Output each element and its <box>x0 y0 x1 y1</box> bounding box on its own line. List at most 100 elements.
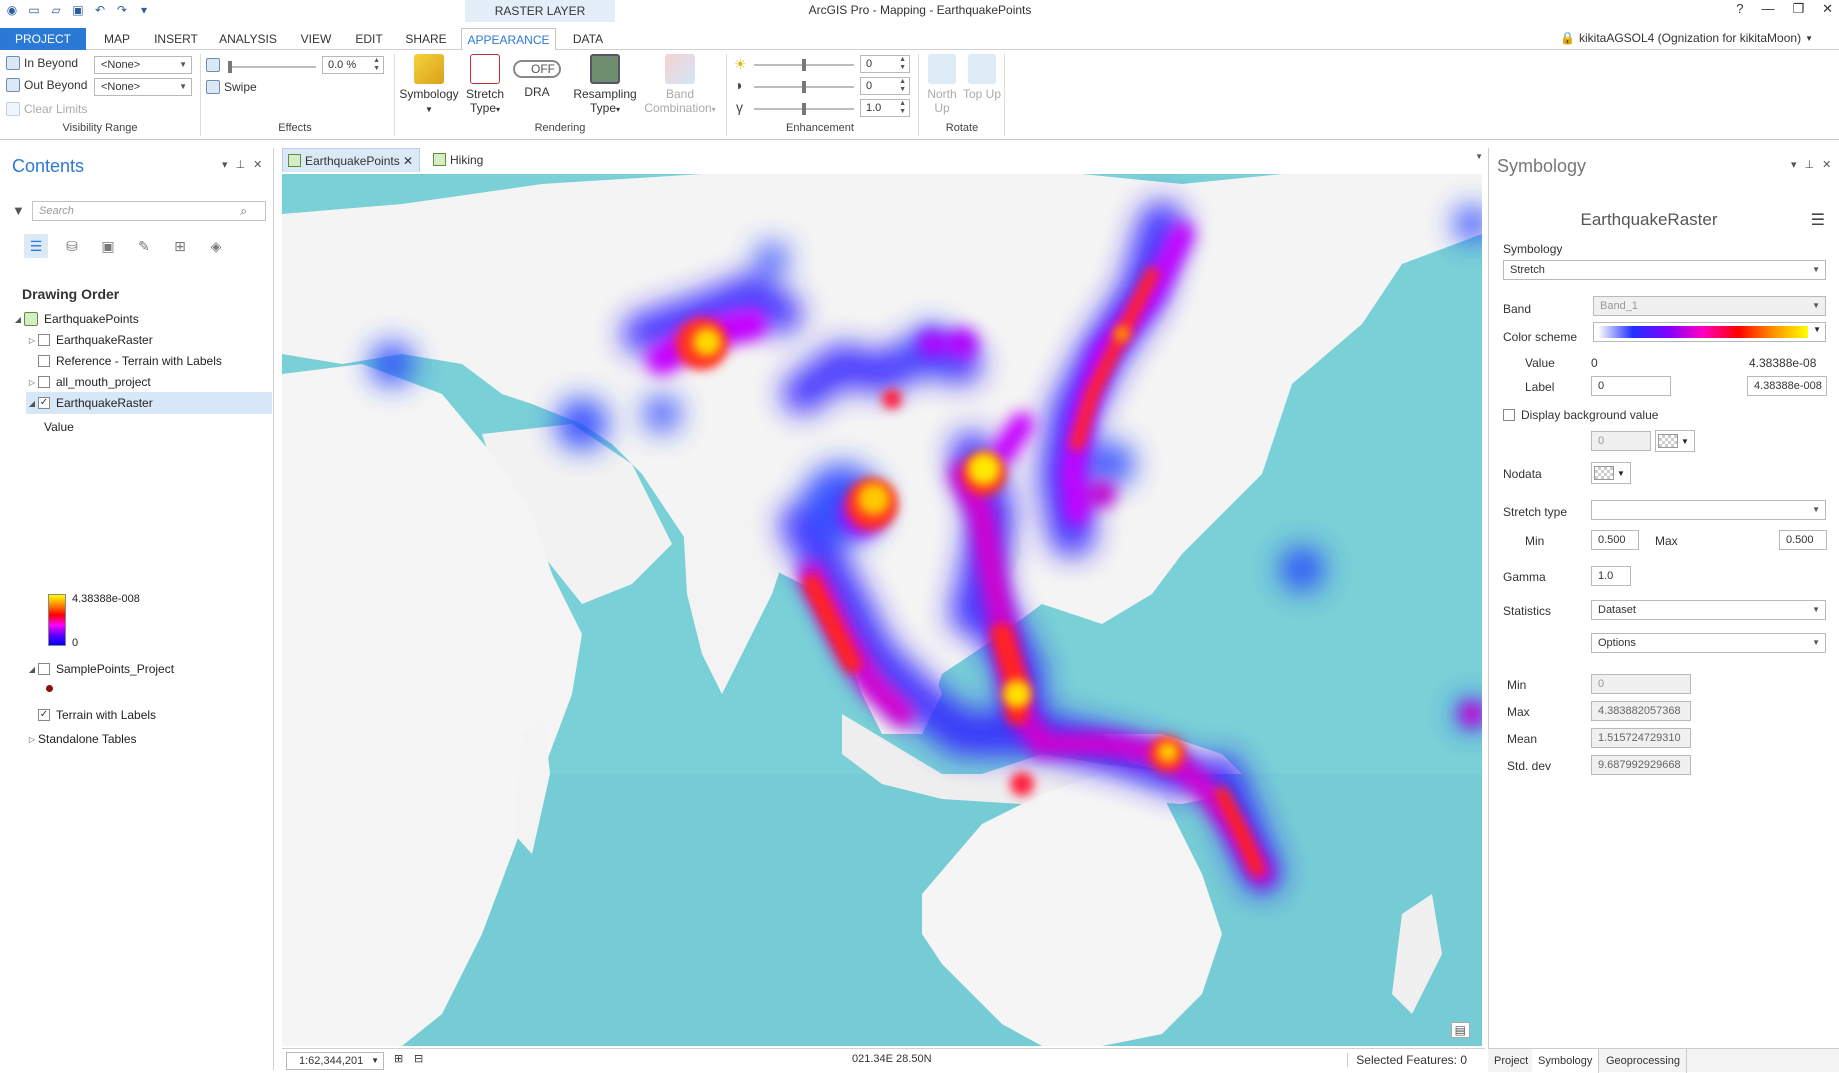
swipe-button[interactable]: Swipe <box>206 80 257 94</box>
tab-view[interactable]: VIEW <box>300 32 332 46</box>
collapse-arrow-icon[interactable]: ▷ <box>28 377 36 387</box>
clear-limits-button[interactable]: Clear Limits <box>6 102 87 116</box>
app-icon[interactable]: ◉ <box>6 3 18 17</box>
minimize-button[interactable]: — <box>1761 1 1775 16</box>
max-input[interactable]: 0.500 <box>1779 530 1827 550</box>
list-by-drawing-order-icon[interactable]: ☰ <box>24 234 48 258</box>
restore-button[interactable]: ❐ <box>1792 1 1805 16</box>
chevron-down-icon[interactable]: ▼ <box>1475 152 1483 161</box>
dra-toggle[interactable]: OFF <box>513 60 561 78</box>
standalone-tables-node[interactable]: ▷ Standalone Tables <box>26 728 292 750</box>
brightness-slider[interactable] <box>754 59 854 71</box>
expand-arrow-icon[interactable]: ◢ <box>14 314 22 324</box>
symbology-button[interactable]: Symbology ▼ <box>398 52 460 117</box>
layer-row[interactable]: ▷ all_mouth_project <box>26 371 292 393</box>
band-dropdown[interactable]: Band_1 ▼ <box>1593 296 1826 316</box>
gamma-spinner[interactable]: 1.0 ▲ ▼ <box>860 99 910 117</box>
pin-icon[interactable]: ⊥ <box>235 159 246 171</box>
resampling-type-button[interactable]: Resampling Type▾ <box>570 52 640 117</box>
map-overview-icon[interactable]: ▤ <box>1450 1022 1470 1038</box>
symbology-type-dropdown[interactable]: Stretch ▼ <box>1503 260 1826 280</box>
out-beyond-combo[interactable]: <None> ▼ <box>94 78 192 96</box>
tab-analysis[interactable]: ANALYSIS <box>219 32 277 46</box>
expand-arrow-icon[interactable]: ◢ <box>28 398 36 408</box>
pin-icon[interactable]: ⊥ <box>1804 159 1815 171</box>
save-icon[interactable]: ▣ <box>72 3 84 17</box>
expand-arrow-icon[interactable]: ◢ <box>28 664 36 674</box>
map-node[interactable]: ◢ EarthquakePoints <box>12 308 278 330</box>
display-background-row[interactable]: Display background value <box>1503 408 1658 422</box>
stretch-type-dropdown[interactable]: ▼ <box>1591 500 1826 520</box>
min-input[interactable]: 0.500 <box>1591 530 1639 550</box>
band-combination-button[interactable]: Band Combination▾ <box>640 52 720 117</box>
selected-features-count[interactable]: Selected Features: 0 <box>1347 1053 1467 1067</box>
tab-map[interactable]: MAP <box>103 32 130 46</box>
map-canvas[interactable]: ▤ <box>282 174 1482 1046</box>
fixed-zoom-icon[interactable]: ⊞ <box>394 1053 404 1065</box>
tab-project-pane[interactable]: Project <box>1488 1049 1536 1073</box>
layer-checkbox[interactable] <box>38 355 50 367</box>
layer-checkbox[interactable] <box>38 663 50 675</box>
brightness-spinner[interactable]: 0 ▲ ▼ <box>860 55 910 73</box>
tab-symbology-pane[interactable]: Symbology <box>1532 1049 1600 1073</box>
transparency-slider[interactable] <box>228 61 316 73</box>
tab-hiking[interactable]: Hiking <box>428 148 508 172</box>
hamburger-menu-icon[interactable]: ☰ <box>1810 212 1825 229</box>
slider-thumb[interactable] <box>802 81 806 93</box>
list-by-snapping-icon[interactable]: ⊞ <box>174 237 186 254</box>
layer-row-selected[interactable]: ◢ ✓ EarthquakeRaster <box>26 392 272 414</box>
statistics-dropdown[interactable]: Dataset ▼ <box>1591 600 1826 620</box>
close-icon[interactable]: ✕ <box>1822 159 1832 171</box>
redo-icon[interactable]: ↷ <box>116 3 128 17</box>
slider-thumb[interactable] <box>802 59 806 71</box>
tab-appearance[interactable]: APPEARANCE <box>461 28 556 51</box>
tab-edit[interactable]: EDIT <box>355 32 383 46</box>
gamma-input[interactable]: 1.0 <box>1591 566 1631 586</box>
tab-earthquakepoints[interactable]: EarthquakePoints ✕ <box>282 148 420 172</box>
customize-qat-icon[interactable]: ▾ <box>140 3 148 17</box>
color-scheme-dropdown[interactable]: ▼ <box>1593 322 1826 342</box>
list-by-labeling-icon[interactable]: ◈ <box>210 237 222 254</box>
list-by-editing-icon[interactable]: ✎ <box>138 237 150 254</box>
out-beyond-button[interactable]: Out Beyond <box>6 78 87 92</box>
layer-row[interactable]: ◢ SamplePoints_Project <box>26 658 292 680</box>
slider-thumb[interactable] <box>228 61 232 73</box>
scale-combo[interactable]: 1:62,344,201 ▼ <box>286 1052 384 1070</box>
top-up-button[interactable]: Top Up <box>960 52 1004 101</box>
tab-geoprocessing-pane[interactable]: Geoprocessing <box>1600 1049 1687 1073</box>
close-icon[interactable]: ✕ <box>253 159 263 171</box>
chevron-down-icon[interactable]: ▾ <box>222 159 228 171</box>
filter-icon[interactable]: ▼ <box>12 203 25 218</box>
contrast-slider[interactable] <box>754 81 854 93</box>
nodata-color-picker[interactable]: ▼ <box>1591 462 1631 484</box>
close-button[interactable]: ✕ <box>1822 1 1833 16</box>
contrast-spinner[interactable]: 0 ▲ ▼ <box>860 77 910 95</box>
chevron-down-icon[interactable]: ▾ <box>1791 159 1797 171</box>
gamma-slider[interactable] <box>754 103 854 115</box>
in-beyond-combo[interactable]: <None> ▼ <box>94 56 192 74</box>
label-max-input[interactable]: 4.38388e-008 <box>1747 376 1827 396</box>
dra-button[interactable]: OFF DRA <box>506 52 568 99</box>
layer-checkbox[interactable] <box>38 376 50 388</box>
layer-row[interactable]: ✓ Terrain with Labels <box>26 704 292 726</box>
label-min-input[interactable]: 0 <box>1591 376 1671 396</box>
tab-project[interactable]: PROJECT <box>0 28 86 50</box>
layer-checkbox[interactable]: ✓ <box>38 397 50 409</box>
collapse-arrow-icon[interactable]: ▷ <box>28 734 36 744</box>
list-by-selection-icon[interactable]: ▣ <box>101 237 115 254</box>
north-up-button[interactable]: North Up <box>920 52 964 115</box>
grid-snap-icon[interactable]: ⊟ <box>414 1053 424 1065</box>
collapse-arrow-icon[interactable]: ▷ <box>28 335 36 345</box>
search-input[interactable]: Search ⌕ <box>32 201 266 221</box>
layer-checkbox[interactable] <box>38 334 50 346</box>
tab-data[interactable]: DATA <box>572 32 604 46</box>
undo-icon[interactable]: ↶ <box>94 3 106 17</box>
background-value-input[interactable]: 0 <box>1591 431 1651 451</box>
list-by-data-source-icon[interactable]: ⛁ <box>66 237 78 254</box>
transparency-spinner[interactable]: 0.0 % ▲ ▼ <box>322 56 384 74</box>
stretch-type-button[interactable]: Stretch Type▾ <box>454 52 516 117</box>
options-dropdown[interactable]: Options ▼ <box>1591 633 1826 653</box>
layer-row[interactable]: Reference - Terrain with Labels <box>26 350 292 372</box>
search-icon[interactable]: ⌕ <box>240 204 247 218</box>
help-button[interactable]: ? <box>1736 1 1744 16</box>
